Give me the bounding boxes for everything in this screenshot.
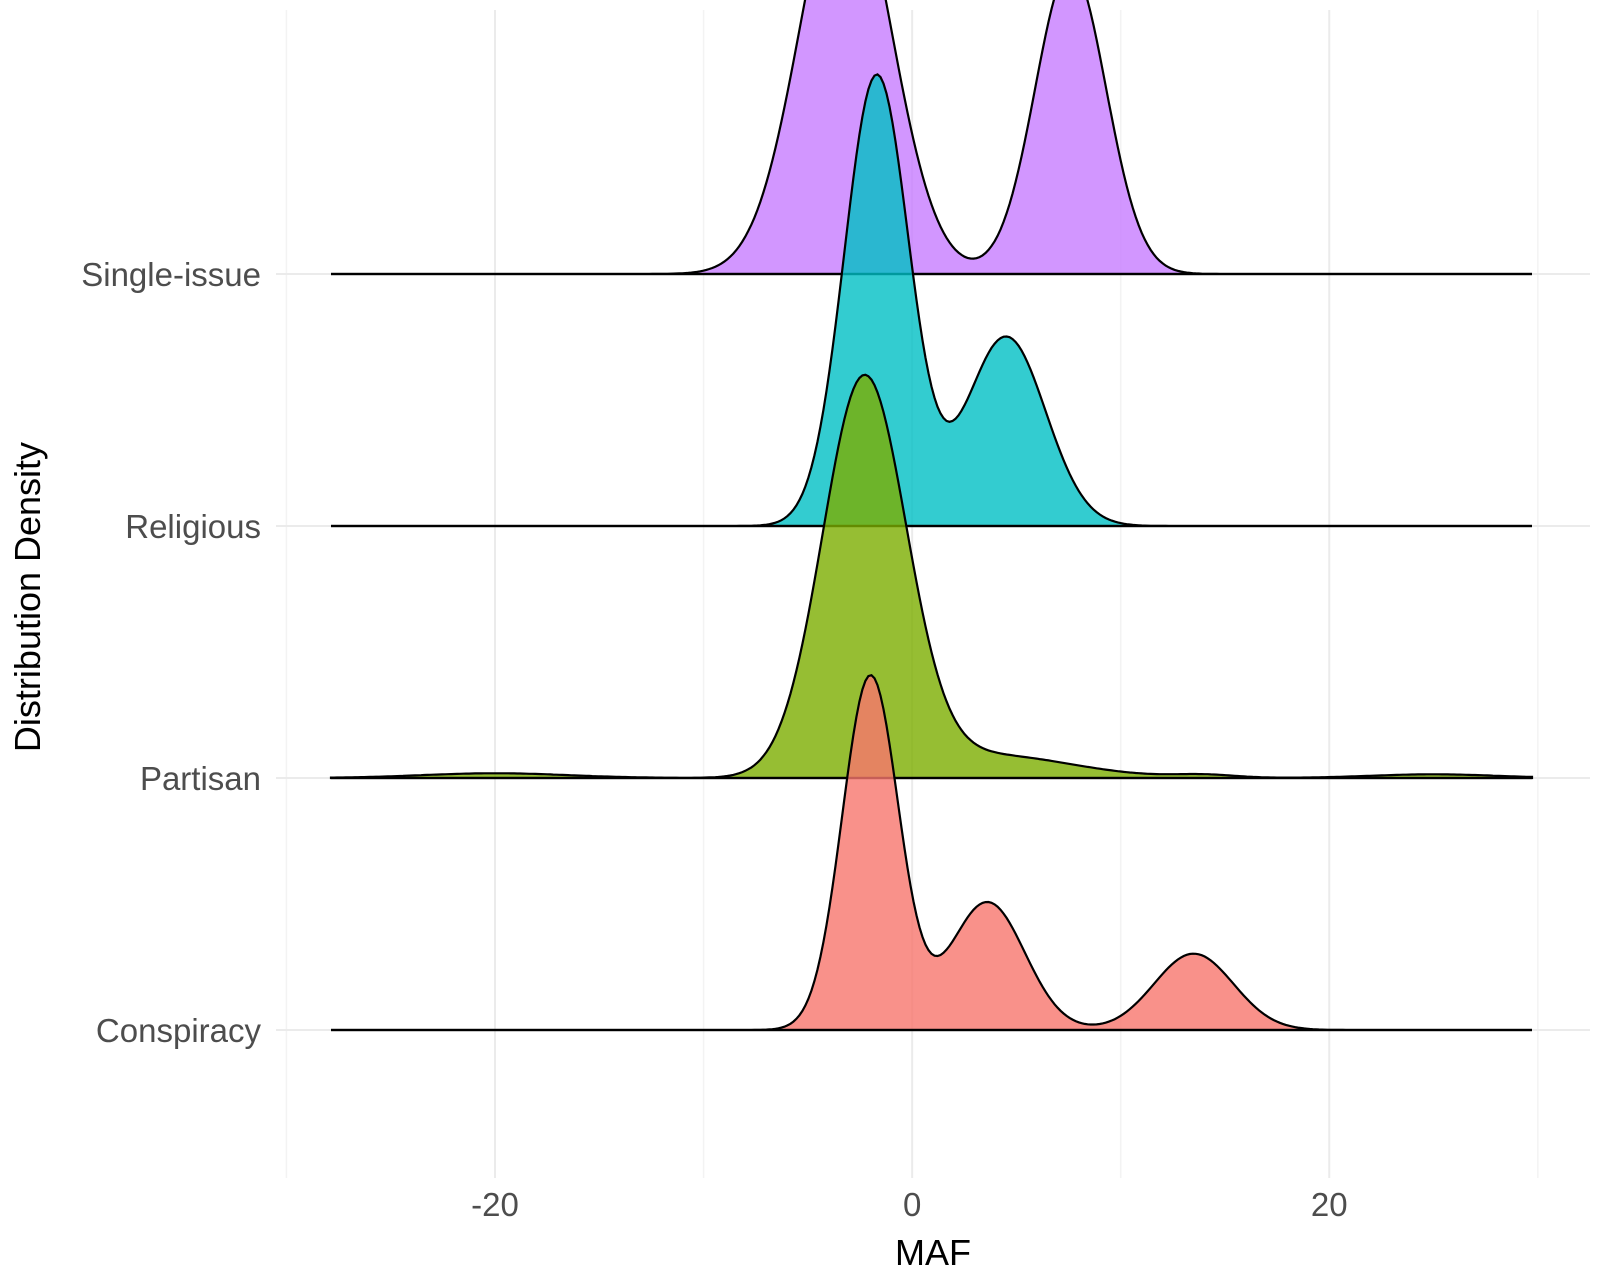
x-tick-label: 0 [903, 1186, 921, 1223]
y-tick-label: Single-issue [81, 256, 261, 293]
y-tick-label: Religious [125, 508, 261, 545]
x-axis-tick-labels: -20 0 20 [471, 1186, 1347, 1223]
y-tick-label: Conspiracy [96, 1012, 262, 1049]
ridge-partisan [329, 373, 1534, 780]
ridge-religious [331, 73, 1532, 528]
ridge-single-issue [331, 0, 1532, 276]
y-tick-label: Partisan [140, 760, 261, 797]
y-axis-title: Distribution Density [7, 442, 48, 752]
x-axis-title: MAF [895, 1232, 971, 1273]
x-tick-label: -20 [471, 1186, 519, 1223]
y-axis-tick-labels: Single-issue Religious Partisan Conspiracy [81, 256, 261, 1049]
ridges [329, 0, 1534, 1032]
x-tick-label: 20 [1311, 1186, 1348, 1223]
